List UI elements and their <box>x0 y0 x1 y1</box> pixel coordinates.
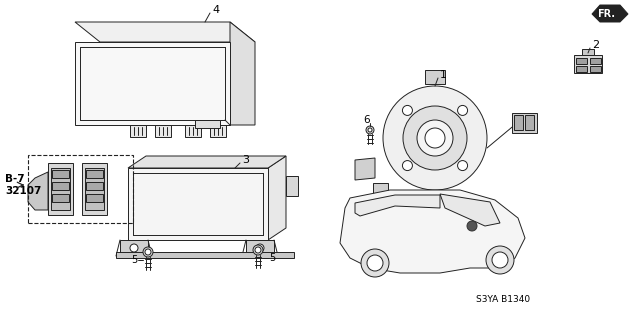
Polygon shape <box>120 240 148 256</box>
Text: 3: 3 <box>242 155 249 165</box>
Polygon shape <box>185 125 201 137</box>
Polygon shape <box>51 168 70 210</box>
Polygon shape <box>116 252 294 258</box>
Polygon shape <box>52 170 69 178</box>
Polygon shape <box>86 170 103 178</box>
Polygon shape <box>425 70 445 84</box>
Polygon shape <box>373 183 388 198</box>
Polygon shape <box>128 168 268 240</box>
Circle shape <box>425 128 445 148</box>
Circle shape <box>383 86 487 190</box>
Polygon shape <box>246 240 274 256</box>
Text: FR.: FR. <box>597 9 615 19</box>
Polygon shape <box>440 194 500 226</box>
Polygon shape <box>268 156 286 240</box>
Polygon shape <box>514 115 523 130</box>
Circle shape <box>403 105 412 116</box>
Polygon shape <box>340 190 525 273</box>
Polygon shape <box>28 172 48 210</box>
Polygon shape <box>52 194 69 202</box>
Polygon shape <box>286 176 298 196</box>
Circle shape <box>417 120 453 156</box>
Polygon shape <box>82 163 107 215</box>
Polygon shape <box>85 168 104 210</box>
Polygon shape <box>590 58 601 64</box>
Polygon shape <box>195 120 220 128</box>
Circle shape <box>467 221 477 231</box>
Polygon shape <box>75 42 230 125</box>
Circle shape <box>255 247 261 253</box>
Polygon shape <box>130 125 146 137</box>
Polygon shape <box>86 194 103 202</box>
Polygon shape <box>48 163 73 215</box>
Polygon shape <box>592 5 628 22</box>
Circle shape <box>492 252 508 268</box>
Circle shape <box>486 246 514 274</box>
Polygon shape <box>576 66 587 72</box>
Polygon shape <box>155 125 171 137</box>
Polygon shape <box>52 182 69 190</box>
Text: S3YA B1340: S3YA B1340 <box>476 295 530 305</box>
Polygon shape <box>574 55 602 73</box>
Circle shape <box>253 245 263 255</box>
Text: 2: 2 <box>592 40 599 50</box>
Polygon shape <box>590 66 601 72</box>
Circle shape <box>368 128 372 132</box>
Circle shape <box>130 244 138 252</box>
Polygon shape <box>75 22 255 42</box>
Polygon shape <box>355 158 375 180</box>
Circle shape <box>367 255 383 271</box>
Polygon shape <box>210 125 226 137</box>
Polygon shape <box>576 58 587 64</box>
Polygon shape <box>86 182 103 190</box>
Text: FR.: FR. <box>596 9 614 19</box>
Polygon shape <box>230 22 255 125</box>
Circle shape <box>256 244 264 252</box>
Polygon shape <box>355 195 440 216</box>
Text: 5: 5 <box>269 253 275 263</box>
Circle shape <box>361 249 389 277</box>
Circle shape <box>145 249 151 255</box>
Polygon shape <box>525 115 534 130</box>
Text: B-7
32107: B-7 32107 <box>5 174 42 196</box>
Circle shape <box>143 247 153 257</box>
Text: 6: 6 <box>364 115 371 125</box>
Circle shape <box>403 106 467 170</box>
Text: 1: 1 <box>440 70 447 80</box>
Polygon shape <box>128 156 286 168</box>
Bar <box>28 155 133 223</box>
Circle shape <box>458 105 468 116</box>
Polygon shape <box>512 113 537 133</box>
Circle shape <box>403 161 412 171</box>
Circle shape <box>366 126 374 134</box>
Polygon shape <box>582 49 594 55</box>
Circle shape <box>458 161 468 171</box>
Text: 5: 5 <box>131 255 137 265</box>
Text: 4: 4 <box>212 5 219 15</box>
